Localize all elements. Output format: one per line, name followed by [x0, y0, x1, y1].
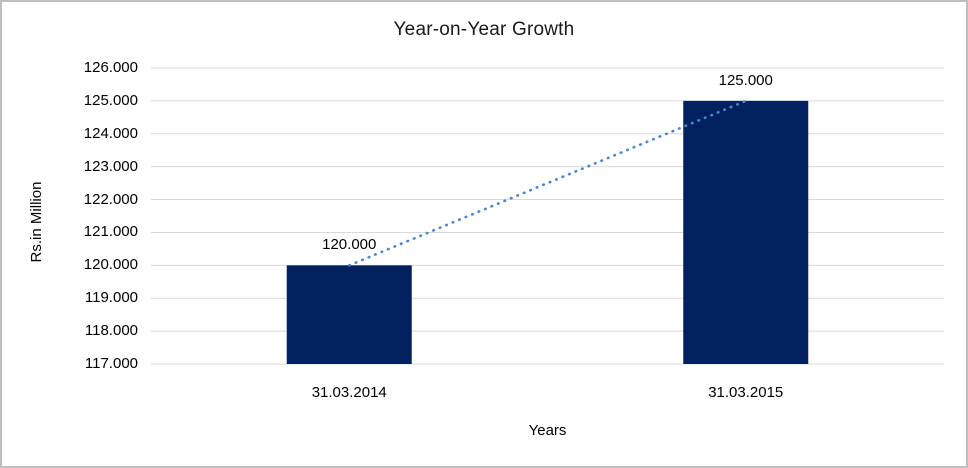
trendline[interactable] — [347, 99, 748, 267]
x-axis-tick-label: 31.03.2015 — [708, 384, 784, 401]
y-axis-tick-label: 123.000 — [83, 157, 138, 175]
bar-31.03.2015[interactable] — [683, 100, 809, 364]
bar-31.03.2014[interactable] — [286, 265, 412, 364]
y-axis-tick-label: 124.000 — [83, 124, 138, 142]
y-axis-tick-label: 118.000 — [84, 322, 138, 340]
y-axis-tick-label: 120.000 — [83, 256, 138, 274]
y-axis-tick-label: 125.000 — [83, 91, 138, 109]
y-axis-tick-label: 119.000 — [84, 289, 138, 307]
y-axis-tick-label: 117.000 — [84, 355, 138, 372]
chart-title: Year-on-Year Growth — [393, 19, 575, 40]
y-axis-tick-label: 126.000 — [83, 59, 138, 76]
y-axis-tick-label: 121.000 — [83, 223, 138, 241]
data-label-31.03.2014: 120.000 — [322, 236, 377, 254]
data-label-31.03.2015: 125.000 — [718, 71, 773, 89]
x-axis-title: Years — [528, 422, 567, 439]
y-axis-tick-label: 122.000 — [83, 190, 138, 208]
x-axis-tick-label: 31.03.2014 — [311, 384, 387, 401]
y-axis-title: Rs.in Million — [28, 181, 45, 263]
